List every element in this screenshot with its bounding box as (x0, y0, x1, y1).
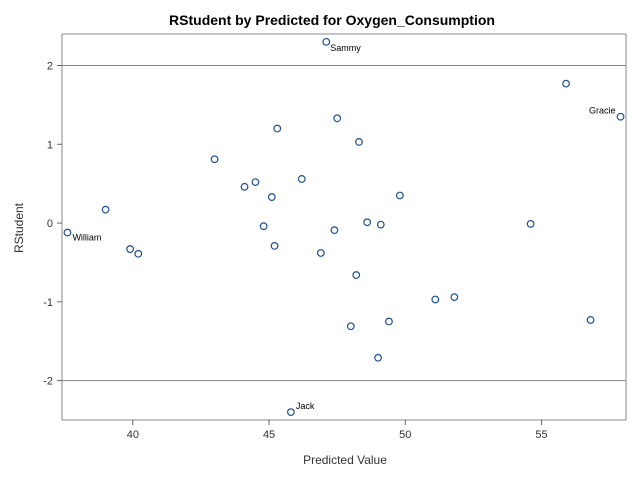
data-point (323, 39, 330, 46)
data-point (432, 296, 439, 303)
x-axis-label: Predicted Value (303, 453, 387, 467)
data-point (617, 113, 624, 120)
data-point (364, 219, 371, 226)
data-point (211, 156, 218, 163)
y-tick-label: 1 (47, 139, 53, 151)
point-label: William (72, 233, 101, 243)
chart-title: RStudent by Predicted for Oxygen_Consump… (169, 12, 495, 28)
data-point (135, 250, 142, 257)
data-point (268, 194, 275, 201)
data-point (260, 223, 267, 230)
y-tick-label: 2 (47, 61, 53, 73)
data-point (377, 221, 384, 228)
point-label: Jack (296, 401, 315, 411)
data-point (356, 139, 363, 146)
data-point (527, 221, 534, 228)
data-point (386, 318, 393, 325)
data-point (353, 272, 360, 279)
plot-frame (62, 34, 626, 420)
point-label: Sammy (330, 43, 361, 53)
data-point (318, 250, 325, 257)
data-point (241, 184, 248, 191)
data-point (331, 227, 338, 234)
y-tick-label: -2 (43, 376, 53, 388)
data-point (274, 125, 281, 132)
x-tick-label: 50 (399, 429, 411, 441)
data-point (375, 354, 382, 361)
data-point (451, 294, 458, 301)
data-point (127, 246, 134, 253)
data-point (334, 115, 341, 122)
data-point (587, 317, 594, 324)
data-point (348, 323, 355, 330)
data-point (271, 243, 278, 250)
x-tick-label: 45 (263, 429, 275, 441)
data-point (563, 80, 570, 87)
x-tick-label: 55 (535, 429, 547, 441)
y-tick-label: -1 (43, 297, 53, 309)
x-tick-label: 40 (127, 429, 139, 441)
point-label: Gracie (589, 106, 616, 116)
data-point (64, 229, 71, 236)
data-point (298, 176, 305, 183)
data-point (252, 179, 259, 186)
y-tick-label: 0 (47, 218, 53, 230)
data-point (288, 409, 295, 416)
y-axis-label: RStudent (12, 202, 26, 253)
data-point (397, 192, 404, 199)
data-point (102, 206, 109, 213)
plot-area: 40 45 50 55 -2 -1 0 1 2 William Jack Sammy Gracie (43, 34, 626, 441)
